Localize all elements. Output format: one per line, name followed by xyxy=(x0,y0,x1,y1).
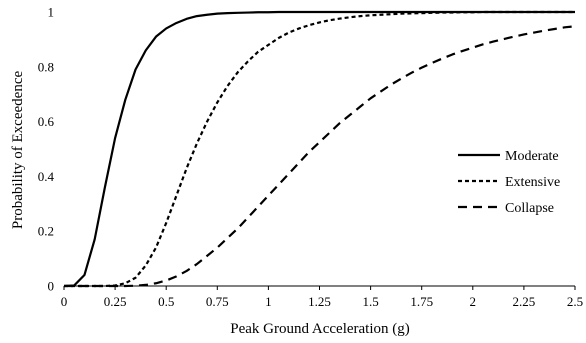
x-tick-label: 0.75 xyxy=(206,294,229,309)
x-tick-label: 0 xyxy=(61,294,68,309)
series-line-extensive xyxy=(64,10,575,288)
x-tick-label: 1 xyxy=(265,294,272,309)
y-tick-label: 1 xyxy=(48,5,55,20)
y-axis-title: Probability of Exceedence xyxy=(10,71,26,230)
x-axis-title: Peak Ground Acceleration (g) xyxy=(230,321,410,337)
x-tick-label: 2.5 xyxy=(567,294,583,309)
series-line-moderate xyxy=(63,10,575,288)
series-line-collapse xyxy=(64,25,576,288)
series-layer xyxy=(63,10,576,288)
legend: Moderate Extensive Collapse xyxy=(458,149,560,216)
y-axis-ticks: 0 0.2 0.4 0.6 0.8 1 xyxy=(38,5,55,294)
x-tick-label: 1.5 xyxy=(362,294,378,309)
y-tick-label: 0.4 xyxy=(38,169,55,184)
x-tick-label: 2.25 xyxy=(513,294,536,309)
x-tick-label: 2 xyxy=(470,294,477,309)
legend-label-collapse: Collapse xyxy=(505,201,554,216)
x-tick-label: 1.75 xyxy=(410,294,433,309)
legend-label-moderate: Moderate xyxy=(505,149,559,164)
x-axis-ticks: 0 0.25 0.5 0.75 1 1.25 1.5 1.75 2 2.25 2.5 xyxy=(61,286,583,309)
y-tick-label: 0 xyxy=(48,279,55,294)
legend-label-extensive: Extensive xyxy=(505,175,560,190)
x-tick-label: 0.25 xyxy=(104,294,127,309)
y-tick-label: 0.8 xyxy=(38,59,54,74)
x-tick-label: 1.25 xyxy=(308,294,331,309)
y-tick-label: 0.6 xyxy=(38,114,55,129)
x-tick-label: 0.5 xyxy=(158,294,174,309)
y-tick-label: 0.2 xyxy=(38,224,54,239)
